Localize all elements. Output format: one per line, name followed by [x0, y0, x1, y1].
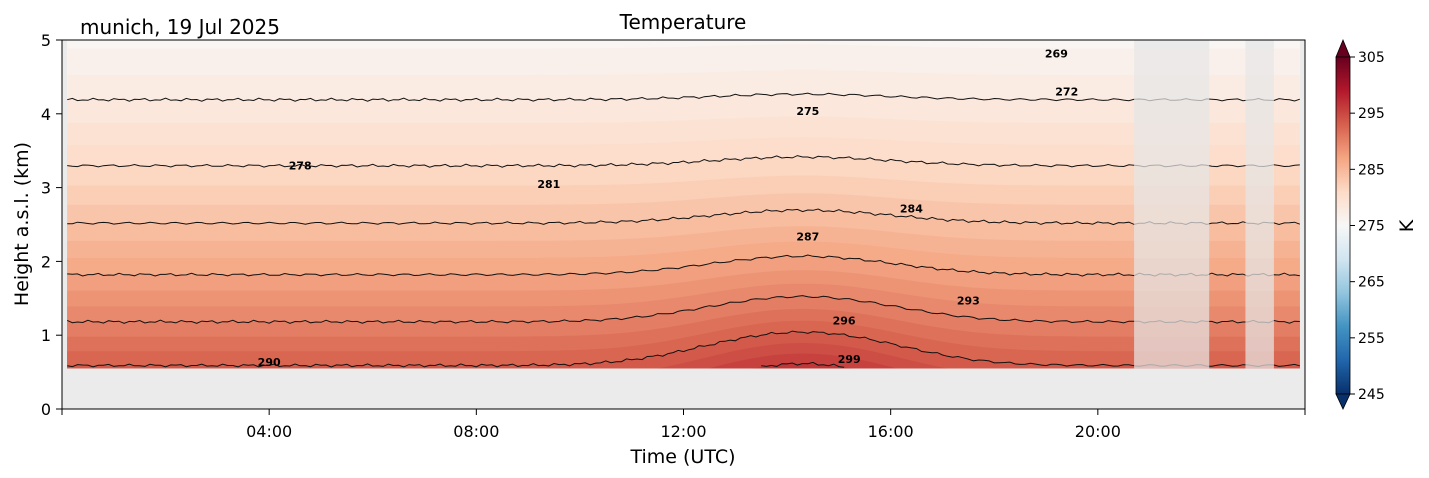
contour-label-275: 275 [796, 105, 819, 118]
x-axis: 04:00 08:00 12:00 16:00 20:00 [61, 409, 1306, 441]
contour-label-281: 281 [537, 178, 560, 191]
contour-label-284: 284 [900, 202, 923, 215]
colorbar: 245 255 265 275 285 295 305 K [1335, 38, 1418, 410]
temperature-band [67, 343, 1300, 369]
colorbar-bottom-arrow [1335, 393, 1351, 410]
data-gap [1245, 40, 1274, 369]
colorbar-ticks: 245 255 265 275 285 295 305 [1350, 50, 1385, 403]
y-tick-label: 5 [41, 31, 51, 50]
contour-labels: 269 272 275 278 281 284 287 290 293 296 299 [258, 47, 1079, 368]
x-tick-label: 20:00 [1075, 422, 1121, 441]
contour-label-287: 287 [796, 230, 819, 243]
y-tick-label: 0 [41, 400, 51, 419]
colorbar-label: K [1396, 219, 1418, 232]
contour-label-290: 290 [258, 356, 281, 369]
colorbar-top-arrow [1335, 38, 1351, 58]
plot-area: 269 272 275 278 281 284 287 290 293 296 299 [61, 39, 1306, 410]
x-axis-label: Time (UTC) [629, 446, 735, 468]
x-tick-label: 08:00 [453, 422, 499, 441]
temperature-band [67, 320, 1300, 369]
contour-line-281 [67, 155, 1300, 168]
contour-line-278 [67, 92, 1300, 102]
contour-label-293: 293 [957, 295, 980, 308]
y-axis: 0 1 2 3 4 5 [41, 31, 62, 419]
chart-subtitle: munich, 19 Jul 2025 [80, 15, 280, 39]
contour-label-299: 299 [838, 353, 861, 366]
contour-line-296 [761, 361, 845, 368]
y-axis-label: Height a.s.l. (km) [11, 142, 33, 306]
contour-line-284 [67, 208, 1300, 226]
chart-title: Temperature [619, 10, 747, 34]
y-tick-label: 2 [41, 252, 51, 271]
contour-label-272: 272 [1055, 86, 1078, 99]
data-gaps [1134, 40, 1274, 369]
colorbar-tick-label: 275 [1358, 219, 1385, 235]
temperature-band [67, 332, 1300, 369]
temperature-bands [67, 40, 1300, 369]
contour-line-290 [66, 295, 1300, 324]
contour-label-296: 296 [833, 314, 856, 327]
colorbar-body [1335, 56, 1351, 395]
contour-lines [66, 92, 1300, 368]
x-tick-label: 12:00 [660, 422, 706, 441]
y-tick-label: 4 [41, 105, 51, 124]
y-tick-label: 1 [41, 326, 51, 345]
x-tick-label: 04:00 [246, 422, 292, 441]
contour-label-269: 269 [1045, 47, 1068, 60]
y-tick-label: 3 [41, 179, 51, 198]
colorbar-tick-label: 255 [1358, 331, 1385, 347]
data-gap [1134, 40, 1210, 369]
x-tick-label: 16:00 [868, 422, 914, 441]
colorbar-tick-label: 285 [1358, 162, 1385, 178]
contour-label-278: 278 [289, 159, 312, 172]
colorbar-tick-label: 295 [1358, 106, 1385, 122]
colorbar-tick-label: 245 [1358, 387, 1385, 403]
contour-line-293 [67, 330, 1300, 368]
colorbar-tick-label: 265 [1358, 275, 1385, 291]
colorbar-tick-label: 305 [1358, 50, 1385, 66]
contour-line-287 [67, 254, 1300, 277]
